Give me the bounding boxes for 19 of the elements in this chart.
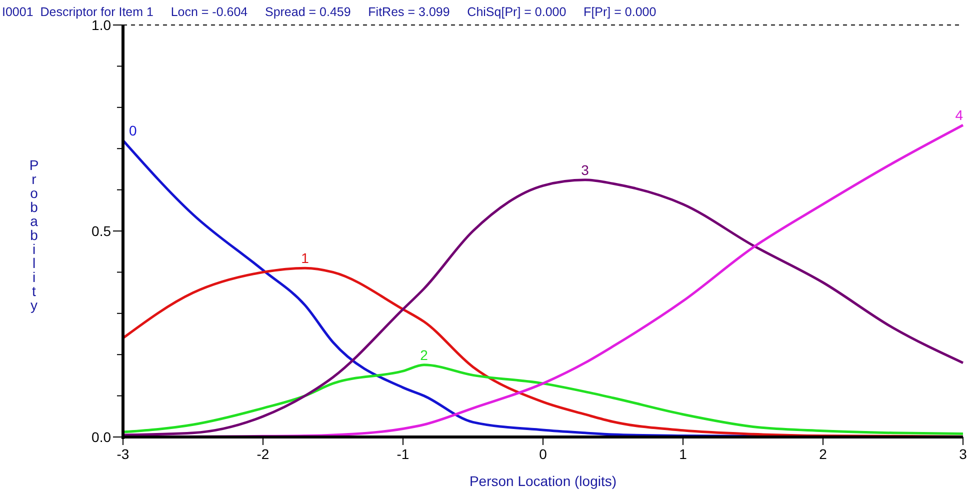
text: Probability [29, 157, 39, 313]
series-label: 2 [420, 346, 428, 363]
x-tick-label: 1 [679, 446, 688, 462]
series-label: 0 [129, 122, 137, 138]
line-series [122, 364, 964, 435]
chart-title: I0001 Descriptor for Item 1 Locn = -0.604 Spread = 0.459 FitRes = 3.099 ChiSq[Pr] = 0.000 F[Pr] = 0.000 [2, 5, 656, 19]
x-tick-label: 0 [539, 446, 548, 462]
x-tick-label: 2 [819, 446, 828, 462]
series-label: 4 [955, 107, 964, 124]
series-label: 3 [581, 162, 590, 178]
x-axis-title: Person Location (logits) [469, 473, 617, 489]
x-tick-label: -2 [256, 446, 270, 462]
y-tick-label: 0.0 [92, 429, 112, 445]
y-tick-label: 1.0 [92, 17, 112, 33]
series-label: 1 [301, 250, 310, 266]
x-tick-label: -3 [116, 446, 130, 462]
y-tick-label: 0.5 [92, 223, 112, 239]
x-tick-label: -1 [396, 446, 410, 462]
x-tick-label: 3 [959, 446, 968, 462]
